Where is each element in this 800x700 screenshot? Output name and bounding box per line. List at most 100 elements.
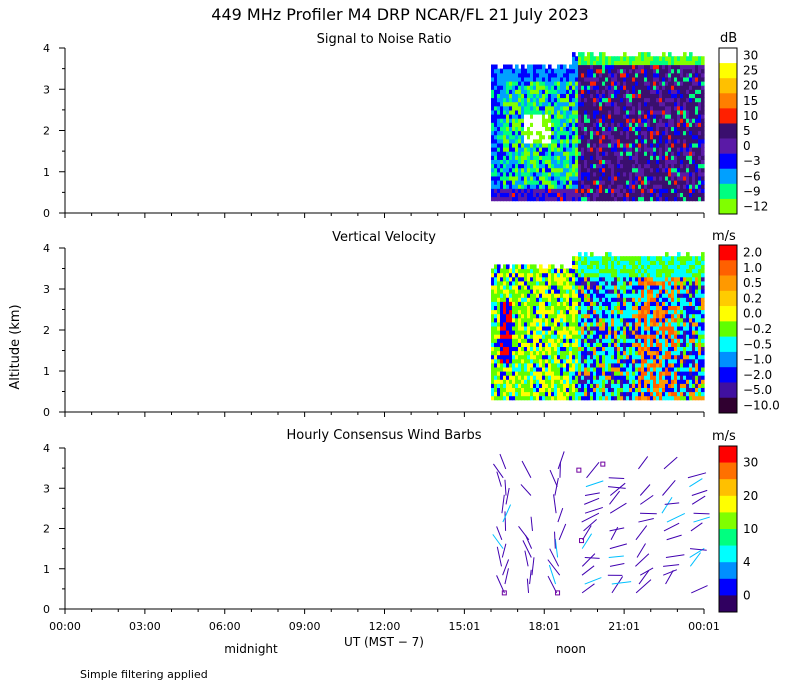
heatmap-cell bbox=[542, 280, 546, 286]
heatmap-cell bbox=[680, 151, 684, 156]
heatmap-cell bbox=[533, 97, 537, 103]
heatmap-cell bbox=[611, 358, 615, 364]
heatmap-cell bbox=[572, 305, 576, 311]
heatmap-cell bbox=[686, 163, 690, 169]
heatmap-cell bbox=[560, 371, 564, 376]
heatmap-cell bbox=[614, 56, 618, 61]
heatmap-cell bbox=[596, 391, 600, 397]
heatmap-cell bbox=[509, 76, 513, 82]
heatmap-cell bbox=[644, 350, 648, 356]
heatmap-cell bbox=[512, 184, 516, 189]
heatmap-cell bbox=[521, 155, 525, 160]
heatmap-cell bbox=[608, 342, 612, 347]
heatmap-cell bbox=[623, 180, 627, 185]
heatmap-cell bbox=[701, 375, 705, 380]
heatmap-cell bbox=[641, 305, 645, 311]
heatmap-cell bbox=[680, 89, 684, 94]
heatmap-cell bbox=[572, 354, 576, 360]
heatmap-cell bbox=[614, 159, 618, 165]
heatmap-cell bbox=[533, 346, 537, 352]
heatmap-cell bbox=[491, 114, 495, 119]
heatmap-cell bbox=[695, 387, 699, 393]
heatmap-cell bbox=[596, 358, 600, 364]
heatmap-cell bbox=[641, 105, 645, 111]
heatmap-cell bbox=[617, 105, 621, 111]
heatmap-cell bbox=[644, 313, 648, 319]
heatmap-cell bbox=[569, 362, 573, 368]
heatmap-cell bbox=[548, 72, 552, 78]
heatmap-cell bbox=[539, 151, 543, 156]
heatmap-cell bbox=[623, 167, 627, 173]
heatmap-cell bbox=[644, 395, 648, 401]
heatmap-cell bbox=[686, 358, 690, 364]
heatmap-cell bbox=[695, 130, 699, 136]
heatmap-cell bbox=[596, 354, 600, 360]
heatmap-cell bbox=[530, 338, 534, 343]
heatmap-cell bbox=[563, 196, 567, 202]
heatmap-cell bbox=[644, 85, 648, 90]
heatmap-cell bbox=[548, 366, 552, 372]
heatmap-cell bbox=[575, 167, 579, 173]
heatmap-cell bbox=[641, 134, 645, 140]
heatmap-cell bbox=[665, 354, 669, 360]
heatmap-cell bbox=[638, 305, 642, 311]
heatmap-cell bbox=[515, 147, 519, 152]
heatmap-cell bbox=[521, 93, 525, 99]
heatmap-cell bbox=[506, 118, 510, 123]
heatmap-cell bbox=[494, 317, 498, 323]
heatmap-cell bbox=[497, 114, 501, 119]
heatmap-cell bbox=[581, 305, 585, 311]
heatmap-cell bbox=[494, 313, 498, 319]
heatmap-cell bbox=[539, 330, 543, 335]
heatmap-cell bbox=[608, 105, 612, 111]
heatmap-cell bbox=[680, 260, 684, 265]
heatmap-cell bbox=[656, 272, 660, 278]
heatmap-cell bbox=[668, 256, 672, 261]
heatmap-cell bbox=[533, 126, 537, 132]
heatmap-cell bbox=[662, 280, 666, 286]
heatmap-cell bbox=[584, 330, 588, 335]
heatmap-cell bbox=[584, 147, 588, 152]
heatmap-cell bbox=[680, 321, 684, 327]
heatmap-cell bbox=[686, 105, 690, 111]
heatmap-cell bbox=[524, 147, 528, 152]
heatmap-cell bbox=[644, 289, 648, 294]
heatmap-cell bbox=[584, 358, 588, 364]
heatmap-cell bbox=[587, 268, 591, 274]
heatmap-cell bbox=[665, 159, 669, 165]
heatmap-cell bbox=[650, 366, 654, 372]
heatmap-cell bbox=[515, 93, 519, 99]
heatmap-cell bbox=[554, 72, 558, 78]
heatmap-cell bbox=[653, 163, 657, 169]
heatmap-cell bbox=[629, 309, 633, 315]
heatmap-cell bbox=[497, 142, 501, 148]
heatmap-cell bbox=[533, 64, 537, 70]
heatmap-cell bbox=[536, 175, 540, 181]
heatmap-cell bbox=[680, 276, 684, 282]
heatmap-cell bbox=[698, 371, 702, 376]
heatmap-cell bbox=[644, 280, 648, 286]
heatmap-cell bbox=[581, 379, 585, 384]
heatmap-cell bbox=[635, 276, 639, 282]
heatmap-cell bbox=[671, 81, 675, 86]
heatmap-cell bbox=[578, 97, 582, 103]
heatmap-cell bbox=[536, 167, 540, 173]
heatmap-cell bbox=[575, 138, 579, 144]
heatmap-cell bbox=[629, 81, 633, 86]
heatmap-cell bbox=[578, 64, 582, 70]
heatmap-cell bbox=[650, 301, 654, 306]
heatmap-cell bbox=[611, 284, 615, 290]
heatmap-cell bbox=[629, 371, 633, 376]
heatmap-cell bbox=[608, 297, 612, 302]
heatmap-cell bbox=[506, 85, 510, 90]
heatmap-cell bbox=[638, 334, 642, 339]
heatmap-cell bbox=[569, 167, 573, 173]
heatmap-cell bbox=[521, 280, 525, 286]
heatmap-cell bbox=[629, 338, 633, 343]
heatmap-cell bbox=[518, 97, 522, 103]
heatmap-cell bbox=[530, 147, 534, 152]
heatmap-cell bbox=[584, 375, 588, 380]
heatmap-cell bbox=[587, 151, 591, 156]
heatmap-cell bbox=[491, 334, 495, 339]
heatmap-cell bbox=[494, 391, 498, 397]
